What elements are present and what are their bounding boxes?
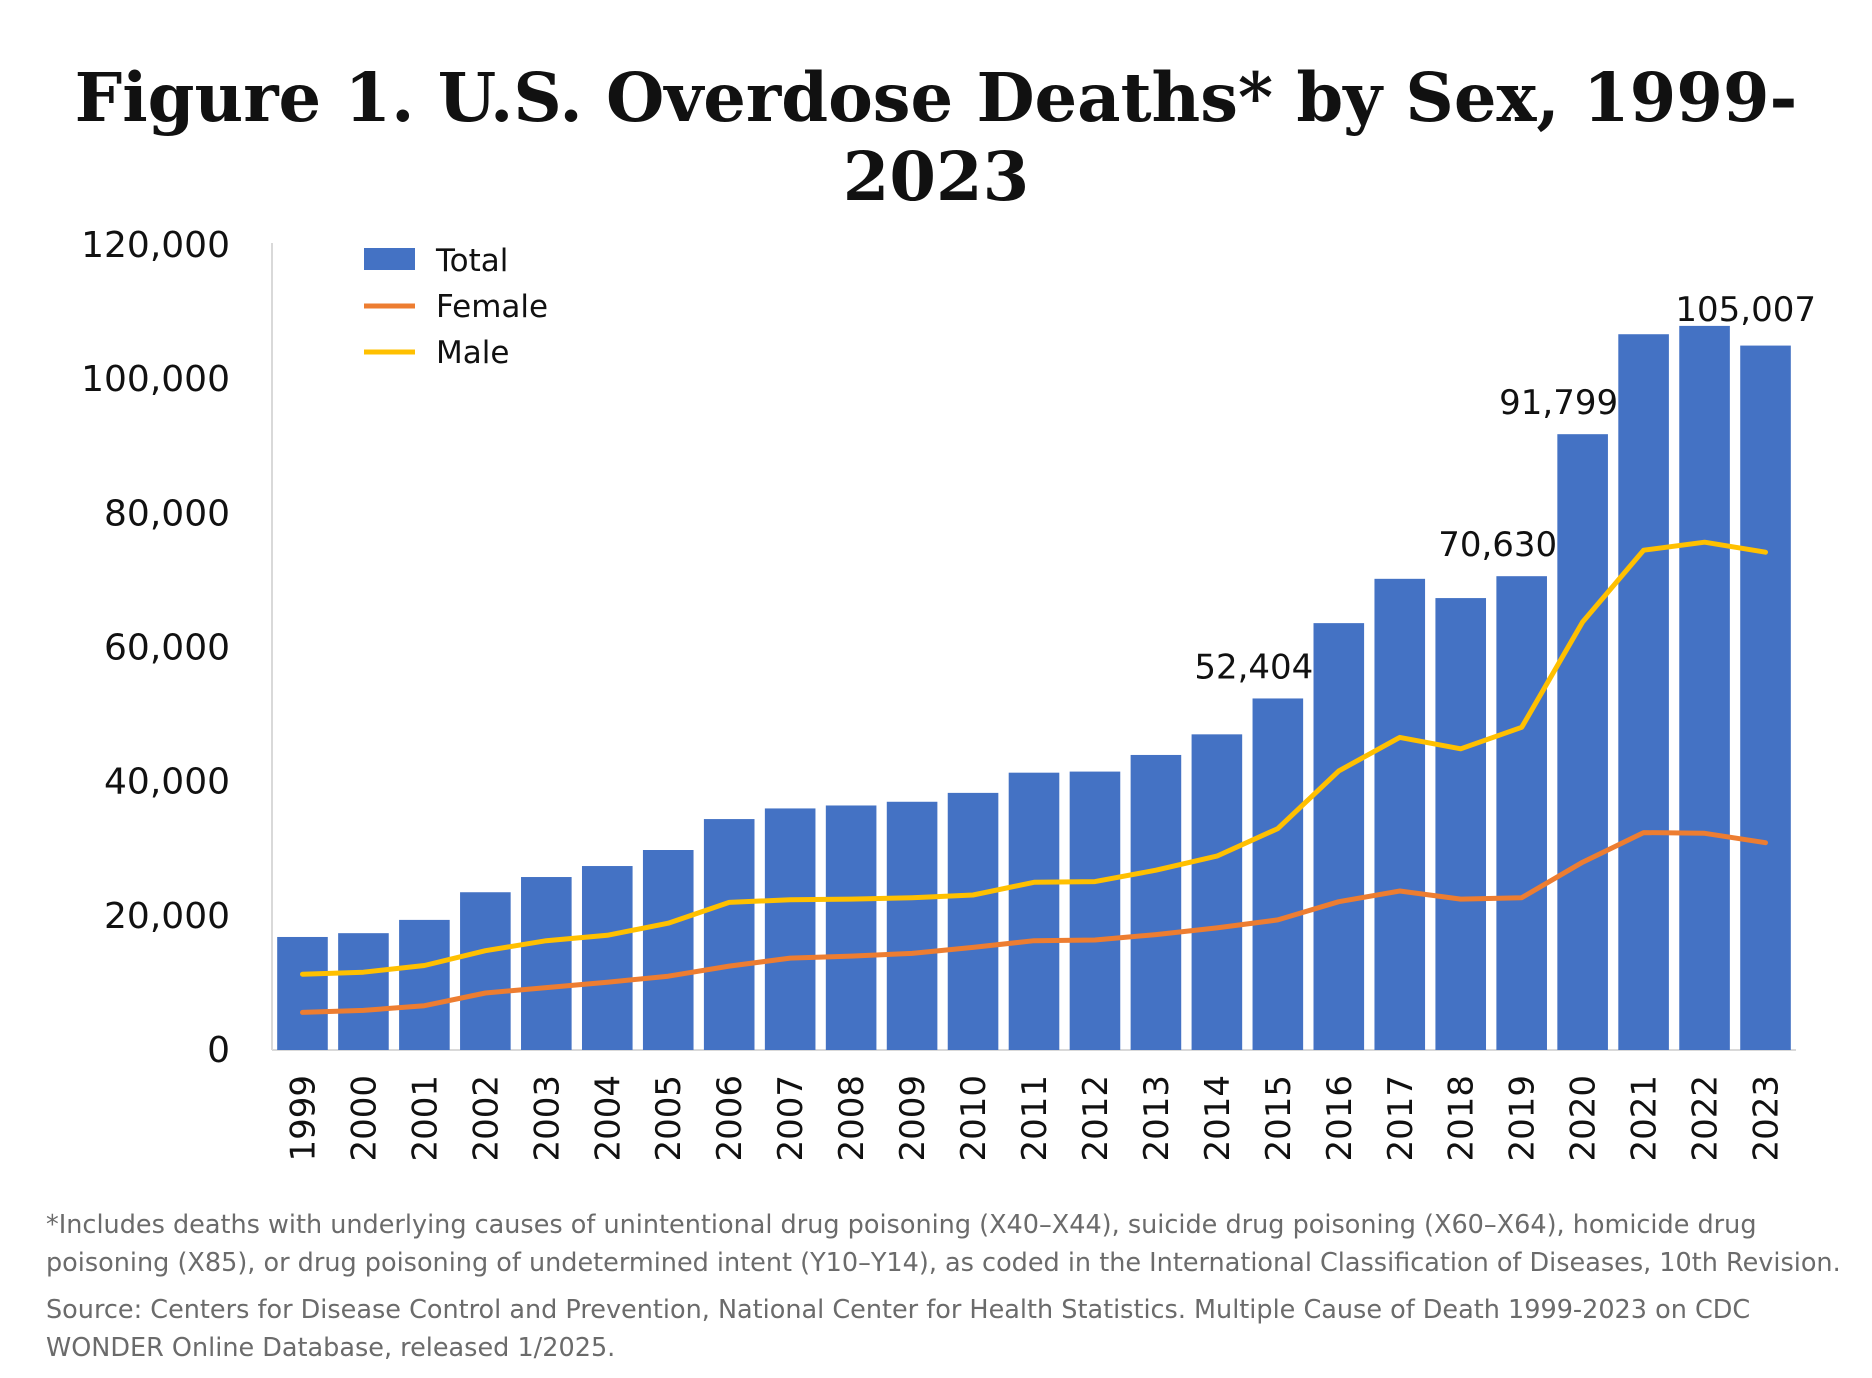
- x-tick-label: 2007: [771, 1075, 811, 1162]
- x-tick-label: 1999: [283, 1075, 323, 1162]
- bar-total-2011: [1008, 772, 1060, 1050]
- x-tick-label: 2008: [832, 1075, 872, 1162]
- x-tick-label: 2012: [1076, 1075, 1116, 1162]
- legend-swatch-total: [364, 248, 415, 270]
- bar-total-2014: [1191, 734, 1243, 1050]
- y-tick-label: 0: [207, 1030, 230, 1071]
- line-male: [300, 539, 1768, 977]
- bar-total-2019: [1496, 576, 1547, 1050]
- bar-total-2017: [1374, 578, 1426, 1050]
- bar-total-2007: [764, 808, 816, 1050]
- footnote-note-line2: poisoning (X85), or drug poisoning of un…: [46, 1248, 1841, 1278]
- bar-total-2013: [1130, 754, 1182, 1050]
- x-tick-label: 2011: [1015, 1075, 1055, 1162]
- bar-total-2006: [703, 819, 755, 1050]
- bar-total-2002: [460, 892, 511, 1050]
- footnote-note: *Includes deaths with underlying causes …: [46, 1206, 1846, 1282]
- x-tick-label: 2021: [1625, 1075, 1665, 1162]
- overdose-chart: 0 20,000 40,000 60,000 80,000 100,000 120,000 1…: [81, 225, 1816, 1162]
- bar-total-2018: [1435, 598, 1487, 1050]
- y-tick-label: 40,000: [104, 762, 230, 803]
- bar-total-2010: [947, 792, 999, 1050]
- bar-total-2015: [1252, 698, 1304, 1050]
- y-tick-label: 60,000: [104, 628, 230, 669]
- footnote-source: Source: Centers for Disease Control and …: [46, 1291, 1846, 1367]
- chart-title: Figure 1. U.S. Overdose Deaths* by Sex, …: [74, 58, 1798, 216]
- bar-total-2023: [1740, 345, 1791, 1051]
- x-tick-label: 2005: [649, 1075, 689, 1162]
- footnote-note-line1: *Includes deaths with underlying causes …: [46, 1210, 1757, 1240]
- bar-total-2021: [1618, 334, 1669, 1050]
- legend-label-total: Total: [435, 243, 508, 279]
- x-tick-label: 2018: [1442, 1075, 1482, 1162]
- legend-label-male: Male: [436, 335, 509, 371]
- bar-total-2005: [642, 850, 694, 1050]
- bar-total-2012: [1069, 771, 1121, 1050]
- x-tick-label: 2002: [466, 1075, 506, 1162]
- x-tick-label: 2022: [1686, 1075, 1726, 1162]
- x-tick-label: 2020: [1564, 1075, 1604, 1162]
- bar-total-2008: [825, 805, 877, 1050]
- data-label: 70,630: [1438, 525, 1557, 565]
- x-tick-label: 2003: [527, 1075, 567, 1162]
- legend-label-female: Female: [436, 289, 548, 325]
- data-label: 52,404: [1194, 647, 1313, 687]
- x-tick-label: 2004: [588, 1075, 628, 1162]
- bar-total-2000: [338, 933, 389, 1050]
- bar-total-1999: [277, 936, 328, 1050]
- bar-total-2016: [1313, 623, 1365, 1050]
- x-tick-label: 2016: [1320, 1075, 1360, 1162]
- line-female: [300, 830, 1768, 1015]
- y-tick-label: 80,000: [104, 493, 230, 534]
- bar-total-2004: [581, 866, 633, 1050]
- x-tick-label: 2006: [710, 1075, 750, 1162]
- x-tick-label: 2023: [1747, 1075, 1787, 1162]
- x-tick-label: 2000: [344, 1075, 384, 1162]
- bar-total-2003: [521, 877, 572, 1050]
- data-label: 105,007: [1675, 290, 1816, 330]
- x-tick-label: 2015: [1259, 1075, 1299, 1162]
- y-tick-label: 120,000: [81, 225, 230, 266]
- x-tick-label: 2013: [1137, 1075, 1177, 1162]
- bar-total-2009: [886, 801, 938, 1050]
- bar-total-2020: [1557, 434, 1608, 1050]
- x-tick-label: 2010: [954, 1075, 994, 1162]
- footnote-source-line1: Source: Centers for Disease Control and …: [46, 1295, 1751, 1325]
- y-tick-label: 20,000: [104, 896, 230, 937]
- data-label: 91,799: [1499, 383, 1618, 423]
- x-tick-label: 2009: [893, 1075, 933, 1162]
- x-tick-label: 2019: [1503, 1075, 1543, 1162]
- y-tick-label: 100,000: [81, 359, 230, 400]
- x-tick-label: 2001: [405, 1075, 445, 1162]
- bar-total-2001: [399, 919, 450, 1050]
- bar-total-2022: [1679, 325, 1730, 1051]
- x-tick-label: 2014: [1198, 1075, 1238, 1162]
- x-tick-label: 2017: [1381, 1075, 1421, 1162]
- footnote-source-line2: WONDER Online Database, released 1/2025.: [46, 1333, 616, 1363]
